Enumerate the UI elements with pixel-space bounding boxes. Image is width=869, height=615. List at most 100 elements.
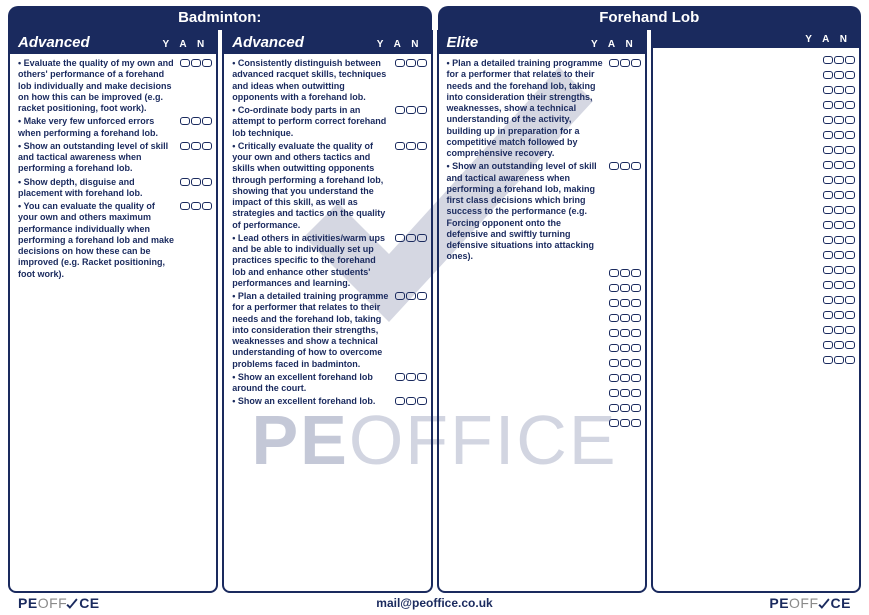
checkbox[interactable] (834, 206, 844, 214)
checkbox[interactable] (845, 236, 855, 244)
checkbox[interactable] (823, 236, 833, 244)
checkbox[interactable] (845, 311, 855, 319)
yan-checkboxes[interactable] (609, 359, 641, 367)
checkbox[interactable] (823, 296, 833, 304)
checkbox[interactable] (395, 142, 405, 150)
yan-checkboxes[interactable] (823, 86, 855, 94)
checkbox[interactable] (845, 266, 855, 274)
checkbox[interactable] (845, 251, 855, 259)
checkbox[interactable] (609, 374, 619, 382)
checkbox[interactable] (845, 176, 855, 184)
checkbox[interactable] (609, 314, 619, 322)
checkbox[interactable] (834, 86, 844, 94)
checkbox[interactable] (609, 269, 619, 277)
checkbox[interactable] (395, 397, 405, 405)
checkbox[interactable] (406, 142, 416, 150)
checkbox[interactable] (834, 56, 844, 64)
yan-checkboxes[interactable] (609, 389, 641, 397)
checkbox[interactable] (834, 251, 844, 259)
yan-checkboxes[interactable] (395, 397, 427, 405)
checkbox[interactable] (406, 292, 416, 300)
checkbox[interactable] (631, 359, 641, 367)
yan-checkboxes[interactable] (823, 281, 855, 289)
checkbox[interactable] (834, 236, 844, 244)
yan-checkboxes[interactable] (395, 142, 427, 150)
yan-checkboxes[interactable] (395, 59, 427, 67)
yan-checkboxes[interactable] (823, 101, 855, 109)
yan-checkboxes[interactable] (395, 234, 427, 242)
checkbox[interactable] (834, 101, 844, 109)
checkbox[interactable] (609, 162, 619, 170)
yan-checkboxes[interactable] (609, 59, 641, 67)
checkbox[interactable] (631, 419, 641, 427)
checkbox[interactable] (631, 374, 641, 382)
yan-checkboxes[interactable] (823, 311, 855, 319)
checkbox[interactable] (823, 161, 833, 169)
yan-checkboxes[interactable] (609, 314, 641, 322)
yan-checkboxes[interactable] (823, 341, 855, 349)
checkbox[interactable] (845, 281, 855, 289)
checkbox[interactable] (191, 178, 201, 186)
checkbox[interactable] (823, 281, 833, 289)
checkbox[interactable] (845, 356, 855, 364)
checkbox[interactable] (406, 373, 416, 381)
checkbox[interactable] (631, 329, 641, 337)
checkbox[interactable] (609, 284, 619, 292)
yan-checkboxes[interactable] (180, 117, 212, 125)
checkbox[interactable] (823, 131, 833, 139)
yan-checkboxes[interactable] (823, 116, 855, 124)
checkbox[interactable] (609, 389, 619, 397)
checkbox[interactable] (823, 71, 833, 79)
checkbox[interactable] (823, 56, 833, 64)
yan-checkboxes[interactable] (395, 292, 427, 300)
yan-checkboxes[interactable] (823, 296, 855, 304)
checkbox[interactable] (620, 359, 630, 367)
checkbox[interactable] (417, 292, 427, 300)
yan-checkboxes[interactable] (609, 404, 641, 412)
checkbox[interactable] (180, 117, 190, 125)
yan-checkboxes[interactable] (823, 221, 855, 229)
yan-checkboxes[interactable] (609, 162, 641, 170)
checkbox[interactable] (417, 106, 427, 114)
yan-checkboxes[interactable] (823, 206, 855, 214)
checkbox[interactable] (620, 59, 630, 67)
checkbox[interactable] (620, 374, 630, 382)
checkbox[interactable] (609, 359, 619, 367)
checkbox[interactable] (823, 326, 833, 334)
yan-checkboxes[interactable] (395, 106, 427, 114)
checkbox[interactable] (406, 59, 416, 67)
yan-checkboxes[interactable] (823, 251, 855, 259)
checkbox[interactable] (620, 314, 630, 322)
checkbox[interactable] (823, 146, 833, 154)
checkbox[interactable] (845, 131, 855, 139)
checkbox[interactable] (202, 142, 212, 150)
yan-checkboxes[interactable] (823, 356, 855, 364)
checkbox[interactable] (180, 178, 190, 186)
yan-checkboxes[interactable] (609, 419, 641, 427)
checkbox[interactable] (417, 234, 427, 242)
yan-checkboxes[interactable] (609, 344, 641, 352)
checkbox[interactable] (823, 356, 833, 364)
checkbox[interactable] (395, 106, 405, 114)
yan-checkboxes[interactable] (823, 131, 855, 139)
checkbox[interactable] (631, 389, 641, 397)
yan-checkboxes[interactable] (609, 374, 641, 382)
checkbox[interactable] (191, 117, 201, 125)
yan-checkboxes[interactable] (395, 373, 427, 381)
checkbox[interactable] (395, 292, 405, 300)
checkbox[interactable] (620, 404, 630, 412)
checkbox[interactable] (620, 344, 630, 352)
checkbox[interactable] (631, 284, 641, 292)
checkbox[interactable] (845, 206, 855, 214)
checkbox[interactable] (620, 284, 630, 292)
checkbox[interactable] (823, 221, 833, 229)
checkbox[interactable] (845, 86, 855, 94)
checkbox[interactable] (631, 299, 641, 307)
yan-checkboxes[interactable] (180, 178, 212, 186)
checkbox[interactable] (834, 176, 844, 184)
checkbox[interactable] (631, 404, 641, 412)
checkbox[interactable] (845, 101, 855, 109)
yan-checkboxes[interactable] (180, 202, 212, 210)
checkbox[interactable] (620, 269, 630, 277)
checkbox[interactable] (834, 146, 844, 154)
